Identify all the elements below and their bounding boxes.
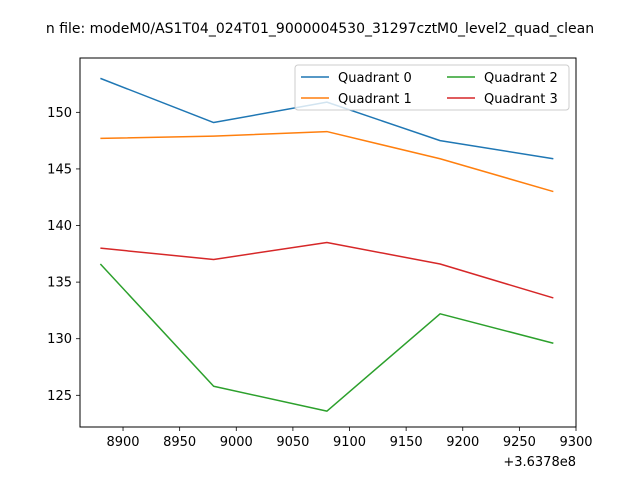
legend-label: Quadrant 0 xyxy=(338,71,412,86)
axes-frame xyxy=(79,57,577,428)
legend-box xyxy=(294,64,570,111)
y-tick-label: 140 xyxy=(47,219,72,234)
x-tick-label: 9200 xyxy=(446,435,479,450)
x-tick-label: 9300 xyxy=(559,435,592,450)
x-tick-label: 9150 xyxy=(390,435,423,450)
y-axis: 125 130 135 140 145 150 xyxy=(47,106,80,404)
legend-label: Quadrant 2 xyxy=(484,71,558,86)
y-tick-label: 135 xyxy=(47,276,72,291)
x-tick-label: 9050 xyxy=(276,435,309,450)
x-tick-label: 9250 xyxy=(503,435,536,450)
y-tick-label: 125 xyxy=(47,389,72,404)
x-tick-label: 8950 xyxy=(163,435,196,450)
plot-lines xyxy=(99,77,554,412)
y-tick-label: 145 xyxy=(47,162,72,177)
x-tick-label: 9000 xyxy=(220,435,253,450)
x-axis: 8900 8950 9000 9050 9100 9150 9200 9250 9300 xyxy=(106,427,593,450)
series-line-2 xyxy=(99,263,554,412)
x-offset-label: +3.6378e8 xyxy=(503,455,576,470)
x-tick-label: 9100 xyxy=(333,435,366,450)
legend-label: Quadrant 3 xyxy=(484,92,558,107)
chart-title: n file: modeM0/AS1T04_024T01_9000004530_… xyxy=(46,21,594,37)
y-tick-label: 150 xyxy=(47,106,72,121)
series-line-1 xyxy=(100,130,554,193)
series-line-3 xyxy=(100,241,554,299)
legend-label: Quadrant 1 xyxy=(338,92,412,107)
y-tick-label: 130 xyxy=(47,332,72,347)
legend: Quadrant 0 Quadrant 1 Quadrant 2 Quadrant 3 xyxy=(294,64,570,111)
x-tick-label: 8900 xyxy=(106,435,139,450)
